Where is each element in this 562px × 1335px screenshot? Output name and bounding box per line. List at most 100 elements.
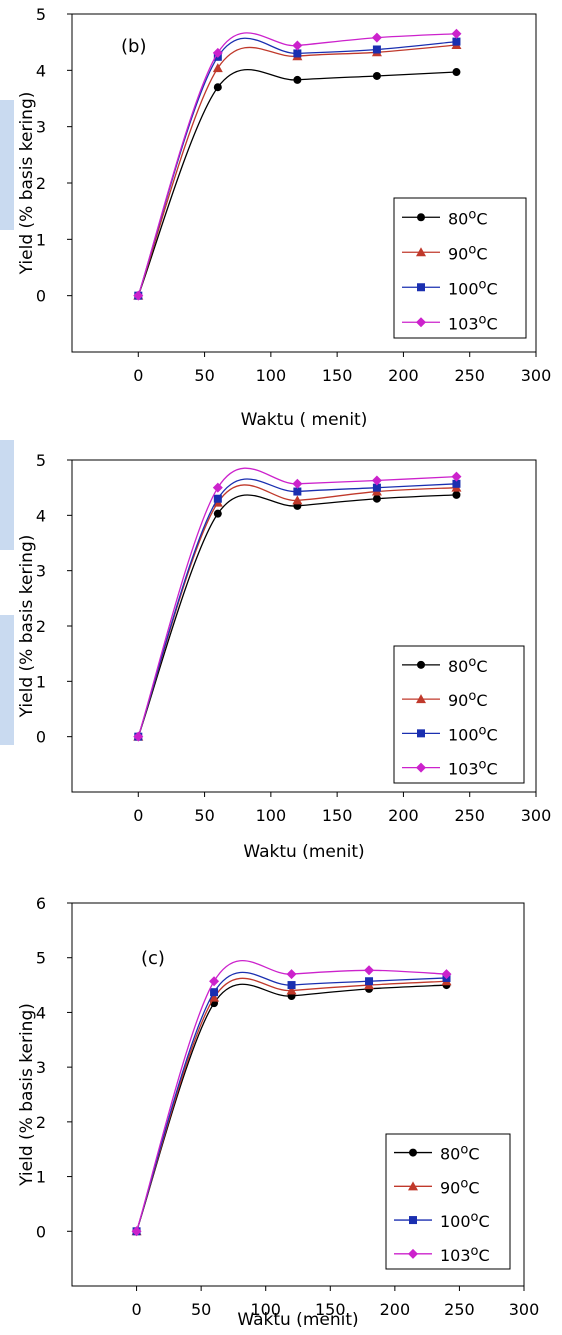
legend-label-100: 100oC (440, 1210, 490, 1231)
data-point-90 (286, 985, 297, 995)
y-tick-label: 5 (36, 451, 46, 470)
y-tick-label: 2 (36, 617, 46, 636)
x-tick-label: 200 (388, 806, 419, 825)
x-axis-label: Waktu ( menit) (241, 410, 368, 430)
x-axis-label: Waktu (menit) (237, 1310, 358, 1330)
data-point-100 (293, 487, 302, 496)
series-line-90 (135, 977, 447, 1232)
x-tick-label: 50 (194, 806, 214, 825)
data-point-90 (292, 495, 303, 505)
legend-label-90: 90oC (440, 1176, 480, 1197)
y-tick-label: 0 (36, 287, 46, 306)
legend-label-90: 90oC (448, 689, 488, 710)
legend-marker-90 (408, 1181, 418, 1191)
y-tick-label: 6 (36, 894, 46, 913)
legend-marker-103 (416, 762, 426, 773)
data-point-100 (293, 49, 302, 58)
chart-b: 0 50 100 150 200 250 300 0 1 2 3 4 5 Waktu ( menit) Yi… (17, 5, 552, 430)
legend-label-80: 80oC (440, 1143, 480, 1164)
data-point-103 (133, 290, 144, 301)
y-tick-label: 1 (36, 230, 46, 249)
data-point-100 (210, 988, 219, 997)
series-line-103 (137, 32, 457, 296)
chart-annotation: (b) (121, 36, 146, 57)
data-point-103 (441, 969, 452, 980)
y-tick-label: 3 (36, 1058, 46, 1077)
series-line-100 (135, 971, 447, 1232)
data-point-103 (212, 482, 223, 493)
x-tick-label: 50 (191, 1300, 211, 1319)
y-tick-label: 4 (36, 506, 46, 525)
x-tick-label: 300 (521, 806, 552, 825)
x-tick-label: 250 (454, 806, 485, 825)
x-tick-label: 0 (133, 366, 143, 385)
y-tick-label: 1 (36, 672, 46, 691)
data-point-100 (287, 981, 296, 990)
y-axis-label: Yield (% basis kering) (17, 1003, 37, 1187)
data-point-103 (292, 478, 303, 489)
x-tick-label: 100 (250, 1300, 281, 1319)
y-tick-label: 5 (36, 5, 46, 24)
chart-c: 0 50 100 150 200 250 300 0 1 2 3 4 5 6 Waktu (menit) Yi… (17, 894, 540, 1330)
data-point-100 (365, 977, 374, 986)
x-tick-label: 150 (322, 806, 353, 825)
data-point-103 (209, 976, 220, 987)
legend-label-90: 90oC (448, 242, 488, 263)
y-tick-label: 0 (36, 1222, 46, 1241)
y-tick-label: 2 (36, 174, 46, 193)
y-tick-label: 4 (36, 1003, 46, 1022)
data-point-80 (372, 71, 381, 80)
legend-marker-90 (416, 694, 426, 704)
data-point-100 (452, 479, 461, 488)
background-tab-3 (0, 615, 14, 745)
data-point-90 (212, 63, 223, 73)
data-point-103 (451, 471, 462, 482)
data-point-80 (293, 75, 302, 84)
data-point-103 (133, 731, 144, 742)
chart-annotation: (c) (141, 948, 165, 969)
x-tick-label: 150 (315, 1300, 346, 1319)
x-tick-label: 100 (256, 806, 287, 825)
data-point-100 (372, 45, 381, 54)
legend-marker-103 (408, 1248, 418, 1259)
data-point-103 (212, 47, 223, 58)
y-tick-label: 0 (36, 728, 46, 747)
y-tick-label: 5 (36, 949, 46, 968)
legend-box (393, 197, 527, 339)
legend-marker-103 (416, 317, 426, 328)
y-tick-label: 3 (36, 118, 46, 137)
x-tick-label: 300 (521, 366, 552, 385)
x-tick-label: 300 (509, 1300, 540, 1319)
y-tick-label: 1 (36, 1168, 46, 1187)
x-tick-label: 200 (388, 366, 419, 385)
data-point-100 (372, 483, 381, 492)
data-point-80 (452, 68, 461, 77)
data-point-80 (213, 509, 222, 518)
legend-label-80: 80oC (448, 655, 488, 676)
series-line-103 (135, 960, 447, 1232)
x-tick-label: 50 (194, 366, 214, 385)
background-tab-2 (0, 440, 14, 550)
data-point-80 (452, 490, 461, 499)
data-point-100 (213, 494, 222, 503)
background-tab-1 (0, 100, 14, 230)
legend-marker-100 (409, 1216, 417, 1225)
legend-marker-80 (417, 660, 425, 669)
x-tick-label: 100 (256, 366, 287, 385)
x-tick-label: 200 (380, 1300, 411, 1319)
series-line-80 (135, 983, 447, 1232)
legend-label-103: 103oC (448, 312, 498, 333)
data-point-103 (371, 32, 382, 43)
data-point-103 (364, 965, 375, 976)
y-axis-label: Yield (% basis kering) (17, 92, 37, 276)
x-tick-label: 150 (322, 366, 353, 385)
series-line-100 (137, 478, 457, 737)
data-point-80 (213, 83, 222, 92)
legend-box (385, 1133, 511, 1270)
legend-marker-80 (409, 1148, 417, 1157)
series-line-103 (137, 467, 457, 737)
legend-label-100: 100oC (448, 723, 498, 744)
chart-a: 0 50 100 150 200 250 300 0 1 2 3 4 5 Waktu (menit) Yie… (17, 451, 552, 862)
data-point-100 (452, 37, 461, 46)
x-tick-label: 0 (131, 1300, 141, 1319)
